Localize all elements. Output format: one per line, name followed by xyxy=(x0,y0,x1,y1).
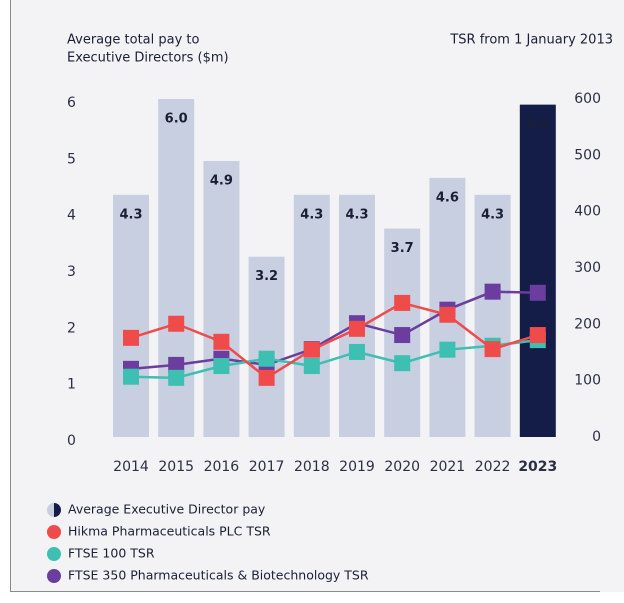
point xyxy=(258,369,275,386)
point xyxy=(168,356,185,373)
bar-value-label: 6.0 xyxy=(165,112,188,127)
bar-value-label: 3.7 xyxy=(391,241,414,256)
point xyxy=(529,284,546,301)
x-tick-label: 2017 xyxy=(249,459,285,475)
x-tick-label: 2015 xyxy=(158,459,194,475)
point xyxy=(439,341,456,358)
x-tick-label: 2014 xyxy=(113,459,149,475)
bar xyxy=(158,99,195,437)
x-tick-label: 2019 xyxy=(339,459,375,475)
point xyxy=(439,306,456,323)
x-tick-label: 2023 xyxy=(518,459,557,475)
legend-label: FTSE 100 TSR xyxy=(68,546,155,561)
bar-value-label: 4.3 xyxy=(300,207,323,222)
bar xyxy=(293,194,330,437)
bar-value-label: 4.3 xyxy=(119,207,142,222)
y-tick-label: 5 xyxy=(67,151,76,167)
point xyxy=(349,343,365,360)
y-tick-label: 1 xyxy=(67,377,76,393)
y-tick-label: 2 xyxy=(67,320,76,336)
bar-value-label: 5.9 xyxy=(526,117,549,132)
legend-icon xyxy=(54,503,61,517)
bar-value-label: 4.3 xyxy=(345,207,368,222)
point xyxy=(258,350,275,367)
y-tick-label: 6 xyxy=(67,95,76,111)
legend-icon xyxy=(47,569,61,583)
point xyxy=(349,320,365,337)
bar xyxy=(474,194,511,437)
point xyxy=(123,329,139,346)
bar-value-label: 4.9 xyxy=(210,173,233,188)
legend-label: Hikma Pharmaceuticals PLC TSR xyxy=(68,524,271,539)
point xyxy=(303,341,320,358)
y-tick-label: 0 xyxy=(67,433,76,449)
bar-value-label: 4.6 xyxy=(436,190,459,205)
point xyxy=(394,327,411,344)
line xyxy=(130,290,538,371)
point xyxy=(529,327,546,344)
y2-tick-label: 300 xyxy=(574,260,601,276)
x-tick-label: 2016 xyxy=(204,459,240,475)
bar xyxy=(248,256,285,437)
bar xyxy=(113,194,149,437)
x-tick-label: 2022 xyxy=(475,459,511,475)
point xyxy=(394,355,411,372)
point xyxy=(303,358,320,375)
legend-label: FTSE 350 Pharmaceuticals & Biotechnology… xyxy=(68,568,369,583)
x-tick-label: 2021 xyxy=(430,459,466,475)
y2-tick-label: 600 xyxy=(574,91,601,107)
point xyxy=(168,315,185,332)
line xyxy=(130,338,538,380)
bar xyxy=(203,160,240,437)
x-tick-label: 2018 xyxy=(294,459,330,475)
legend-icon xyxy=(47,547,61,561)
y-tick-label: 3 xyxy=(67,264,76,280)
y2-tick-label: 400 xyxy=(574,204,601,220)
legend-label: Average Executive Director pay xyxy=(68,502,266,517)
point xyxy=(484,341,501,358)
bar-value-label: 4.3 xyxy=(481,207,504,222)
y2-tick-label: 500 xyxy=(574,147,601,163)
line xyxy=(130,301,539,380)
x-tick-label: 2020 xyxy=(384,459,420,475)
y2-tick-label: 0 xyxy=(592,429,601,445)
point xyxy=(123,368,139,385)
bar-value-label: 3.2 xyxy=(255,269,278,284)
point xyxy=(213,358,230,375)
y2-axis-label: TSR from 1 January 2013 xyxy=(449,33,613,48)
point xyxy=(213,333,230,350)
y-axis-label: Average total pay to xyxy=(67,33,200,48)
y2-tick-label: 100 xyxy=(574,373,601,389)
y2-tick-label: 200 xyxy=(574,316,601,332)
point xyxy=(394,294,411,311)
y-tick-label: 4 xyxy=(67,208,76,224)
point xyxy=(168,369,185,386)
legend-icon xyxy=(47,525,61,539)
point xyxy=(484,283,501,300)
bar xyxy=(519,104,556,437)
y-axis-label: Executive Directors ($m) xyxy=(67,51,229,66)
